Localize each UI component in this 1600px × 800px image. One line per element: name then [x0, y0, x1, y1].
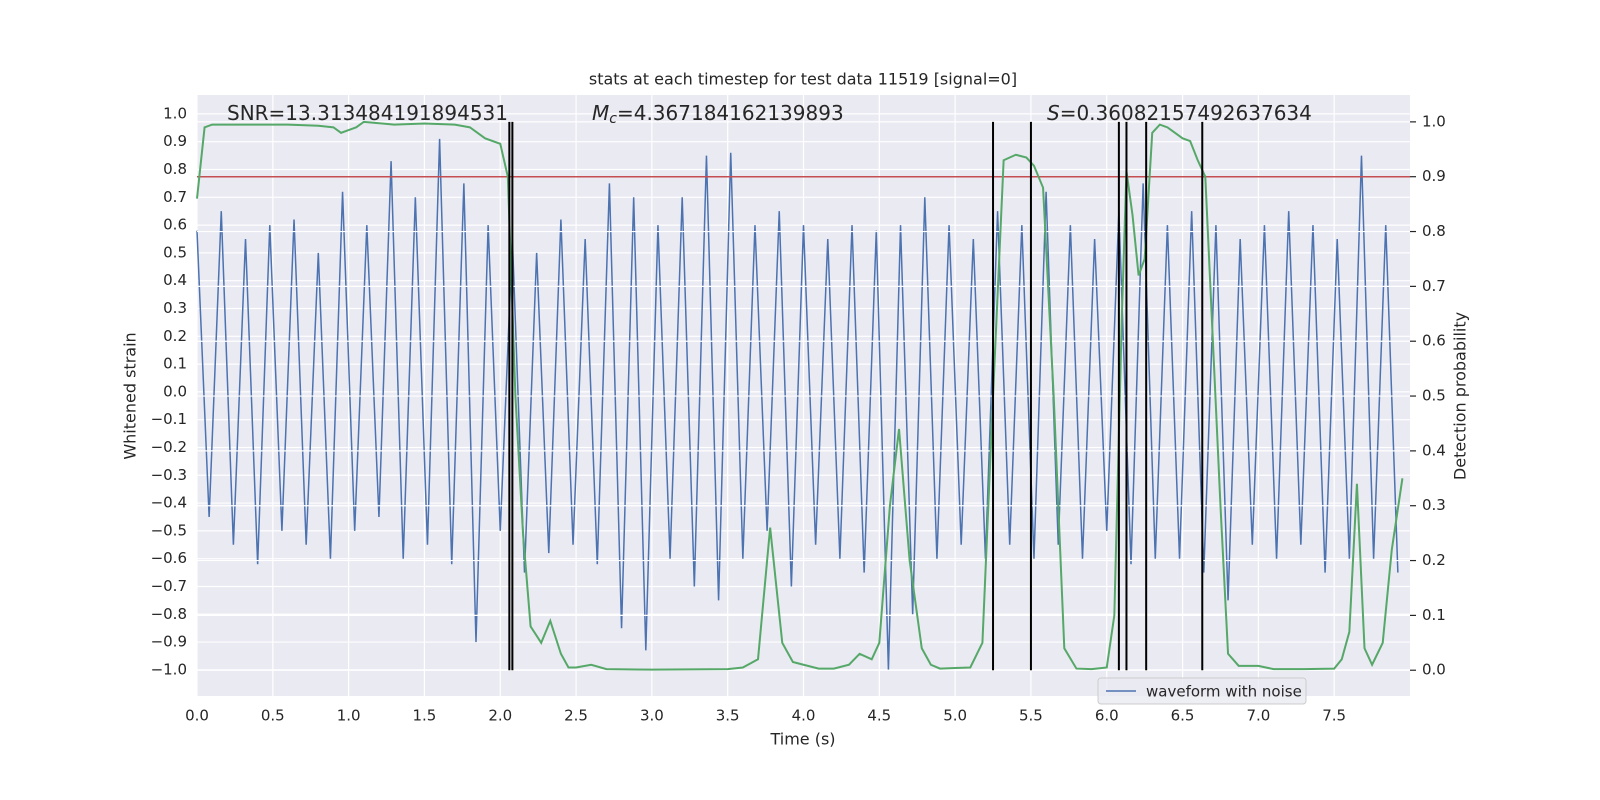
y-tick-label: −0.1: [151, 410, 187, 428]
x-tick-label: 7.0: [1246, 707, 1270, 725]
x-tick-label: 4.5: [867, 707, 891, 725]
annotation: S=0.36082157492637634: [1047, 101, 1312, 125]
annotation: SNR=13.313484191894531: [227, 101, 508, 125]
legend-box: [1097, 677, 1307, 705]
y2-tick-label: 0.9: [1422, 167, 1446, 185]
y2-tick-label: 0.2: [1422, 551, 1446, 569]
annotation-text: SNR=13.313484191894531: [227, 101, 508, 125]
annotation-subscript: c: [609, 111, 617, 127]
y-tick-label: −0.6: [151, 549, 187, 567]
y-tick-label: 0.4: [163, 271, 187, 289]
y-tick-label: 1.0: [163, 104, 187, 122]
y-axis-label: Whitened strain: [121, 332, 140, 459]
chart-title: stats at each timestep for test data 115…: [589, 70, 1017, 89]
x-tick-label: 2.0: [488, 707, 512, 725]
probability-line: [196, 120, 1404, 671]
y2-tick-label: 0.1: [1422, 606, 1446, 624]
y-tick-label: 0.2: [163, 327, 187, 345]
annotation-text: =4.367184162139893: [617, 101, 844, 125]
x-tick-label: 0.0: [185, 707, 209, 725]
marks: [196, 120, 1410, 671]
y2-tick-label: 0.4: [1422, 441, 1446, 459]
x-tick-label: 7.5: [1322, 707, 1346, 725]
y-tick-label: −0.7: [151, 577, 187, 595]
y2-tick-label: 0.6: [1422, 332, 1446, 350]
x-tick-label: 4.0: [792, 707, 816, 725]
y-tick-label: −0.9: [151, 633, 187, 651]
y-tick-label: 0.1: [163, 355, 187, 373]
x-tick-label: 1.5: [413, 707, 437, 725]
x-tick-label: 1.0: [337, 707, 361, 725]
annotation: Mc=4.367184162139893: [592, 101, 844, 128]
y-tick-label: 0.3: [163, 299, 187, 317]
x-tick-label: 2.5: [564, 707, 588, 725]
waveform-line: [196, 138, 1399, 670]
y2-tick-label: 0.0: [1422, 661, 1446, 679]
y-tick-label: −0.5: [151, 521, 187, 539]
y-tick-label: −0.8: [151, 605, 187, 623]
y-tick-label: 0.6: [163, 216, 187, 234]
y-tick-label: 0.0: [163, 382, 187, 400]
y2-tick-label: 0.8: [1422, 222, 1446, 240]
annotation-symbol: S: [1047, 101, 1060, 125]
x-tick-label: 5.0: [943, 707, 967, 725]
x-axis-label: Time (s): [769, 730, 835, 749]
y-tick-label: −0.3: [151, 466, 187, 484]
annotation-text: =0.36082157492637634: [1060, 101, 1312, 125]
y-tick-label: −0.2: [151, 438, 187, 456]
y2-tick-label: 1.0: [1422, 112, 1446, 130]
y-tick-label: 0.9: [163, 132, 187, 150]
y-tick-label: 0.5: [163, 243, 187, 261]
y-tick-label: −1.0: [151, 660, 187, 678]
legend-label: waveform with noise: [1146, 683, 1302, 701]
y2-tick-label: 0.3: [1422, 496, 1446, 514]
y2-axis-label: Detection probability: [1451, 312, 1470, 480]
annotation-symbol: M: [592, 101, 609, 125]
y-tick-label: 0.7: [163, 188, 187, 206]
y-tick-label: 0.8: [163, 160, 187, 178]
x-tick-label: 6.0: [1095, 707, 1119, 725]
x-tick-label: 3.0: [640, 707, 664, 725]
x-tick-label: 0.5: [261, 707, 285, 725]
x-tick-label: 6.5: [1171, 707, 1195, 725]
x-tick-label: 3.5: [716, 707, 740, 725]
y2-tick-label: 0.7: [1422, 277, 1446, 295]
y2-tick-label: 0.5: [1422, 387, 1446, 405]
x-tick-label: 5.5: [1019, 707, 1043, 725]
y-tick-label: −0.4: [151, 494, 187, 512]
